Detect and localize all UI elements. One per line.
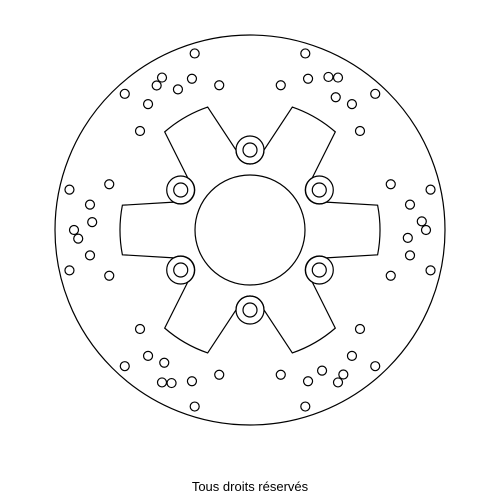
brake-disc-diagram: Tous droits réservés: [0, 0, 500, 500]
copyright-caption: Tous droits réservés: [0, 479, 500, 494]
